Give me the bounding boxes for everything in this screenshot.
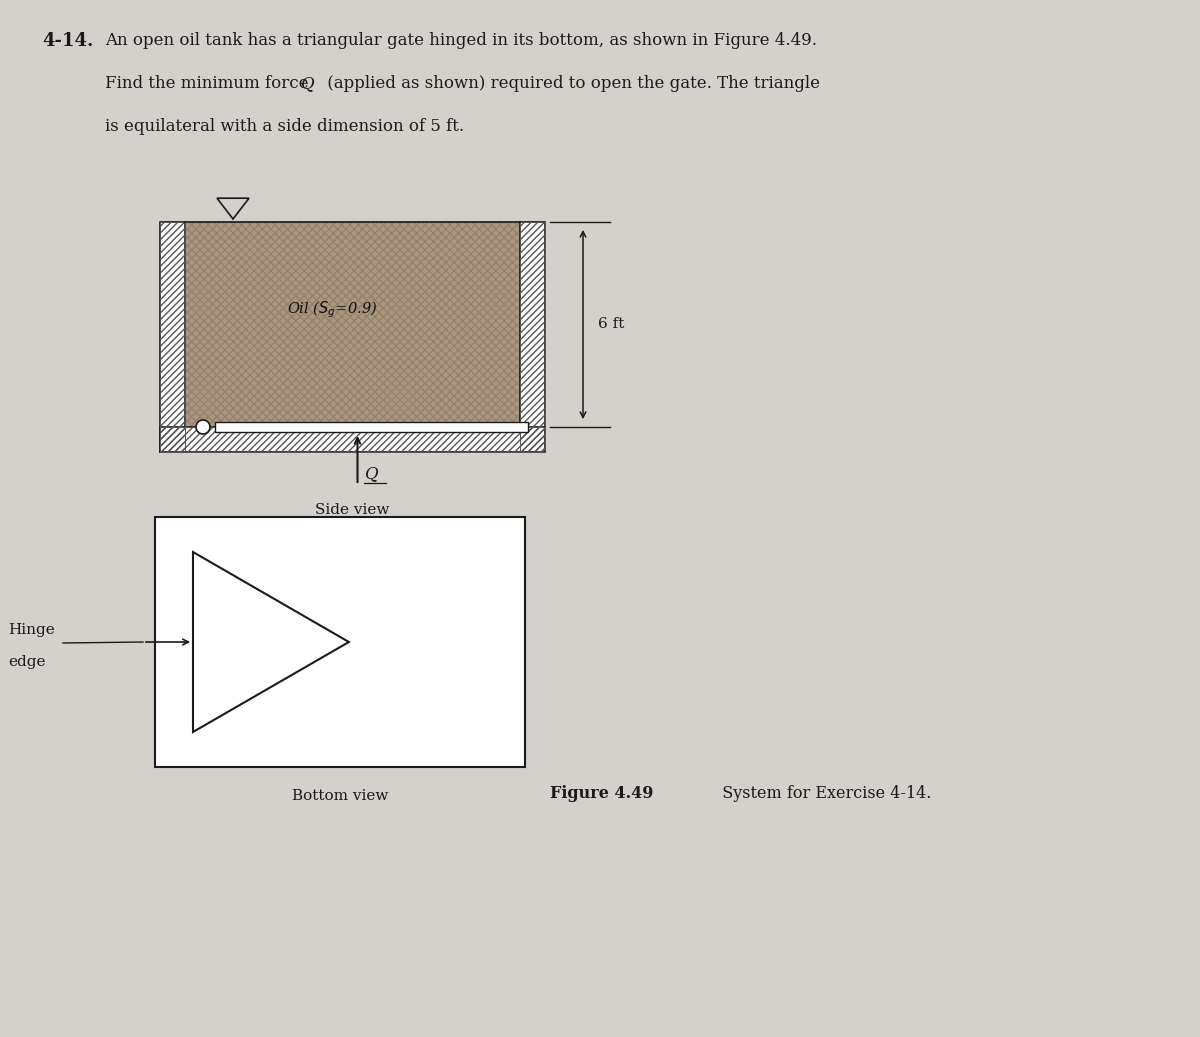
Text: An open oil tank has a triangular gate hinged in its bottom, as shown in Figure : An open oil tank has a triangular gate h…	[106, 32, 817, 49]
Bar	[160, 427, 545, 452]
Text: Hinge: Hinge	[8, 623, 55, 637]
Text: Figure 4.49: Figure 4.49	[550, 785, 653, 802]
Text: (applied as shown) required to open the gate. The triangle: (applied as shown) required to open the …	[323, 75, 821, 92]
Bar	[160, 222, 185, 452]
Bar	[160, 427, 545, 452]
Bar	[215, 422, 528, 432]
Bar	[520, 222, 545, 452]
Text: 4-14.: 4-14.	[42, 32, 94, 50]
Text: edge: edge	[8, 655, 46, 669]
Text: Side view: Side view	[316, 503, 390, 517]
Text: Bottom view: Bottom view	[292, 789, 388, 803]
Text: Q: Q	[366, 465, 379, 482]
Text: Q: Q	[300, 75, 314, 92]
Bar	[155, 517, 526, 767]
Text: 6 ft: 6 ft	[598, 317, 624, 332]
Text: Oil ($S_g$=0.9): Oil ($S_g$=0.9)	[287, 300, 378, 319]
Text: System for Exercise 4-14.: System for Exercise 4-14.	[712, 785, 931, 802]
Bar	[520, 222, 545, 452]
Text: Find the minimum force: Find the minimum force	[106, 75, 313, 92]
Bar	[160, 222, 185, 452]
Circle shape	[196, 420, 210, 435]
Bar	[185, 222, 520, 427]
Bar	[185, 222, 520, 427]
Text: is equilateral with a side dimension of 5 ft.: is equilateral with a side dimension of …	[106, 118, 464, 135]
